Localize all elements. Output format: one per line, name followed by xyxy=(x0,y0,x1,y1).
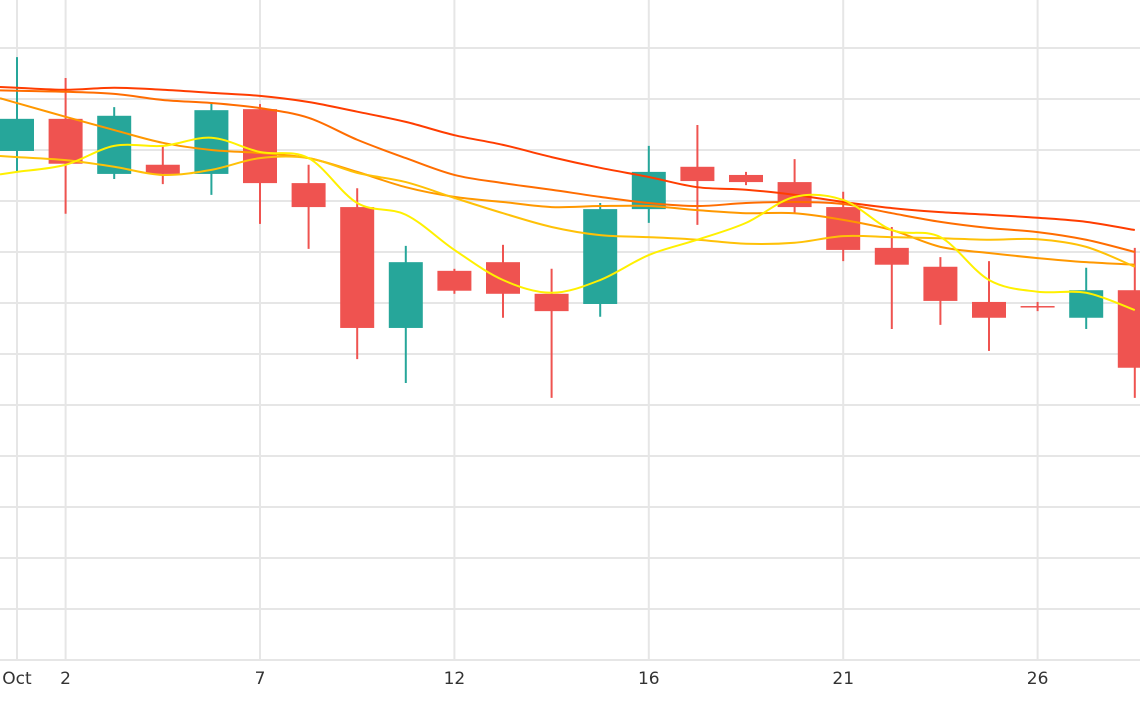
candle-decreasing xyxy=(486,244,520,318)
candle-increasing xyxy=(194,102,229,195)
candle-decreasing xyxy=(1020,301,1055,312)
candle-body xyxy=(437,270,472,291)
candles xyxy=(0,57,1140,398)
candle-decreasing xyxy=(874,226,909,329)
candle-body xyxy=(972,301,1006,318)
ma-dark-orange-line xyxy=(0,89,1136,253)
grid xyxy=(0,0,1140,661)
candle-increasing xyxy=(388,245,423,384)
moving-average-lines xyxy=(0,86,1136,312)
candle-increasing xyxy=(583,202,618,317)
candle-decreasing xyxy=(145,145,180,185)
candle-body xyxy=(1020,306,1055,308)
candle-increasing xyxy=(0,57,34,172)
candle-body xyxy=(388,262,423,328)
candle-decreasing xyxy=(923,257,958,325)
candle-body xyxy=(340,207,375,328)
candle-body xyxy=(145,164,180,174)
x-tick-label: 7 xyxy=(255,669,266,689)
candle-body xyxy=(194,110,229,174)
ma-yellow-line xyxy=(0,136,1136,312)
candle-decreasing xyxy=(291,164,326,249)
candle-body xyxy=(291,183,326,208)
candle-body xyxy=(1117,290,1140,368)
candle-body xyxy=(48,118,83,164)
candle-body xyxy=(534,293,569,312)
x-tick-label: 26 xyxy=(1027,669,1049,689)
candle-increasing xyxy=(631,145,666,223)
x-tick-label: 16 xyxy=(638,669,660,689)
candle-decreasing xyxy=(340,188,375,360)
candle-decreasing xyxy=(680,124,715,225)
x-tick-label: 2 xyxy=(60,669,71,689)
candle-increasing xyxy=(1069,267,1104,329)
candle-body xyxy=(680,166,715,182)
ma-orange-line xyxy=(0,97,1135,266)
candle-body xyxy=(826,207,861,250)
candle-body xyxy=(486,262,520,294)
x-tick-label: 12 xyxy=(444,669,466,689)
x-tick-label: 21 xyxy=(832,669,854,689)
candle-body xyxy=(243,109,277,184)
candle-decreasing xyxy=(48,78,83,214)
candle-decreasing xyxy=(729,171,763,186)
candle-body xyxy=(583,209,618,304)
candle-body xyxy=(729,174,763,183)
ma-red-line xyxy=(0,86,1135,232)
candle-decreasing xyxy=(243,104,277,224)
candle-decreasing xyxy=(534,268,569,398)
candle-decreasing xyxy=(437,268,472,294)
candle-decreasing xyxy=(1117,247,1140,398)
candle-decreasing xyxy=(777,159,812,214)
candle-body xyxy=(874,247,909,265)
x-tick-label: Oct xyxy=(2,669,32,689)
candle-decreasing xyxy=(972,261,1006,351)
candle-body xyxy=(0,118,34,151)
candle-body xyxy=(1069,290,1104,318)
x-axis-ticks: Oct 2 7 12 16 21 26 xyxy=(2,669,1048,689)
candle-body xyxy=(923,266,958,301)
